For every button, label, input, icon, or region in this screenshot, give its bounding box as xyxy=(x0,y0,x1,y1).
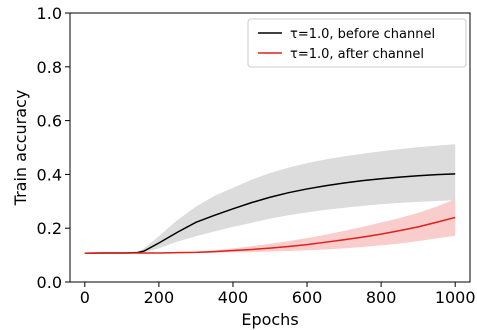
legend-label-0: τ=1.0, before channel xyxy=(290,27,435,42)
x-axis-label: Epochs xyxy=(241,310,298,329)
y-tick-label: 0.2 xyxy=(37,219,62,238)
x-tick-label: 200 xyxy=(144,288,175,307)
y-tick-label: 0.8 xyxy=(37,58,62,77)
legend: τ=1.0, before channel τ=1.0, after channe… xyxy=(247,18,467,68)
series-line-0 xyxy=(84,173,456,254)
axes xyxy=(69,12,471,283)
y-tick-label: 1.0 xyxy=(37,4,62,23)
x-tick-label: 600 xyxy=(292,288,323,307)
y-tick-label: 0.6 xyxy=(37,112,62,131)
x-tick-label: 0 xyxy=(80,288,90,307)
confidence-bands xyxy=(84,144,456,254)
x-tick-label: 400 xyxy=(218,288,249,307)
y-tick-label: 0.4 xyxy=(37,165,62,184)
y-tick-label: 0.0 xyxy=(37,273,62,292)
legend-frame xyxy=(247,18,467,68)
y-axis-label: Train accuracy xyxy=(11,90,30,207)
series-band-1 xyxy=(84,199,456,254)
y-axis-ticks: 0.0 0.2 0.4 0.6 0.8 1.0 xyxy=(37,4,70,292)
x-axis-ticks: 0 200 400 600 800 1000 xyxy=(80,282,476,307)
series-lines xyxy=(84,173,456,254)
series-band-0 xyxy=(84,144,456,254)
x-tick-label: 1000 xyxy=(435,288,476,307)
legend-label-1: τ=1.0, after channel xyxy=(290,47,424,62)
x-tick-label: 800 xyxy=(366,288,397,307)
plot-frame xyxy=(69,12,471,283)
series-line-1 xyxy=(84,216,456,254)
